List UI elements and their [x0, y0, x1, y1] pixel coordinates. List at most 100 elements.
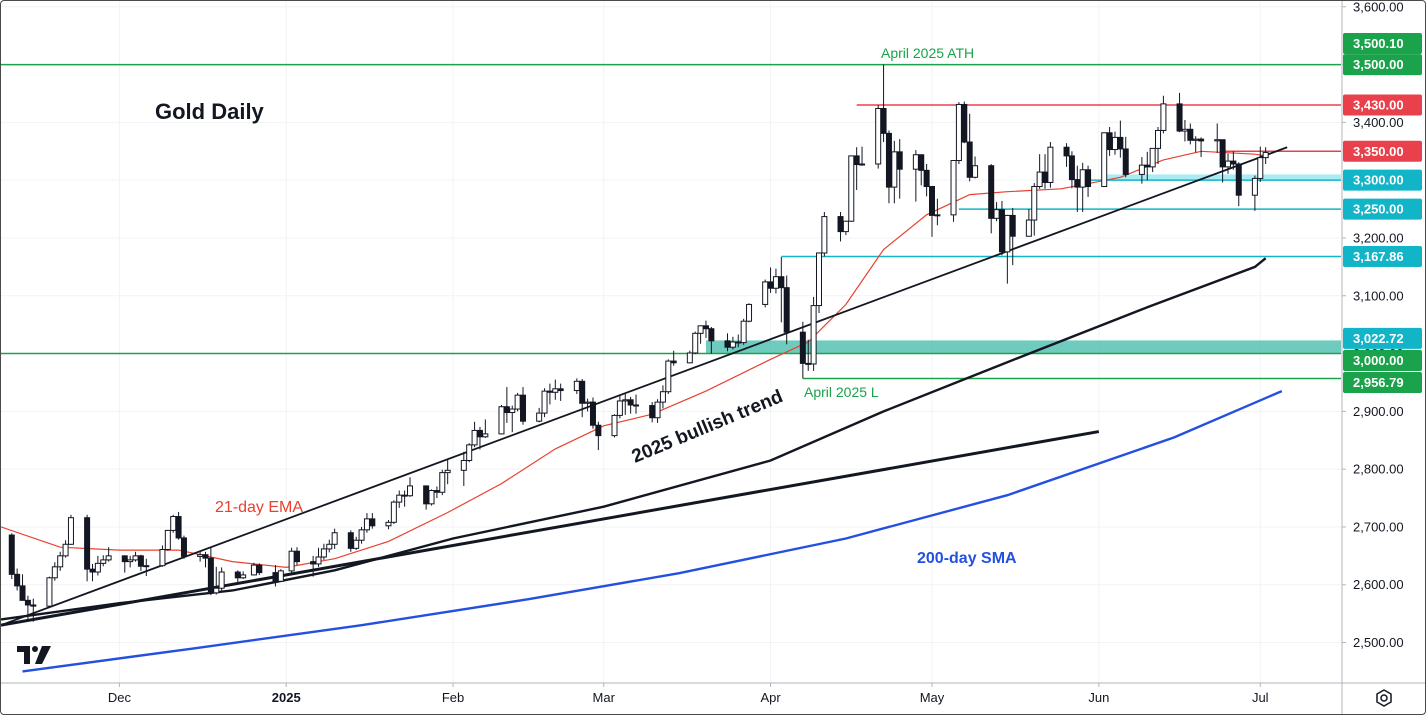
candle-body-up — [875, 108, 882, 165]
candle-body-down — [520, 394, 527, 422]
candle — [654, 399, 661, 423]
candle — [1230, 151, 1237, 170]
candle — [288, 547, 295, 574]
candle-body-up — [1111, 136, 1118, 151]
candle — [536, 407, 543, 423]
candle — [541, 388, 548, 418]
candle — [1262, 147, 1269, 164]
candle — [1004, 214, 1011, 284]
candle — [686, 350, 693, 364]
candle-body-up — [213, 587, 220, 594]
candle — [1047, 142, 1054, 188]
candle-body-down — [234, 571, 241, 579]
price-tag-bg — [1343, 94, 1422, 116]
ath-annotation: April 2025 ATH — [881, 45, 974, 61]
candle-body-up — [498, 406, 505, 435]
candle — [880, 64, 887, 143]
candle — [649, 402, 656, 423]
candle-body-up — [541, 390, 548, 414]
candle-body-up — [842, 220, 849, 233]
candle — [746, 303, 753, 323]
candle — [1181, 120, 1188, 142]
candle-body-down — [708, 328, 715, 342]
candle — [62, 540, 69, 558]
candle — [8, 533, 15, 579]
candle — [842, 220, 849, 236]
candle — [326, 539, 333, 553]
candle — [1068, 151, 1075, 189]
candle-body-up — [584, 401, 591, 404]
price-tick-label: 2,900.00 — [1353, 404, 1404, 419]
candle — [584, 398, 591, 412]
candle-body-up — [358, 529, 365, 541]
candle-body-up — [1251, 177, 1258, 196]
candle-body-up — [972, 165, 979, 178]
price-tags: 3,500.10 3,500.00 3,430.00 3,350.00 3,300.00… — [1343, 33, 1422, 394]
time-axis[interactable]: Dec 2025 Feb Mar Apr May Jun Jul — [108, 683, 1269, 705]
candle-body-up — [859, 163, 866, 166]
candle — [1009, 207, 1016, 266]
candle — [197, 551, 204, 562]
candle-body-down — [503, 406, 510, 414]
candle-body-down — [1230, 160, 1237, 165]
candle — [67, 514, 74, 545]
candle-body-up — [1214, 139, 1221, 142]
price-tick-label: 2,500.00 — [1353, 635, 1404, 650]
candle-body-up — [934, 214, 941, 217]
candle-body-down — [30, 604, 37, 607]
candle-body-up — [1262, 151, 1269, 159]
candle — [1214, 123, 1221, 154]
candle-body-up — [444, 469, 451, 474]
candle — [729, 336, 736, 350]
candle — [514, 392, 521, 412]
price-tag-bg — [1343, 327, 1422, 349]
candle-body-up — [51, 566, 58, 579]
candle — [1111, 131, 1118, 155]
candle — [955, 102, 962, 164]
candle-body-up — [159, 548, 166, 567]
candle-body-up — [170, 516, 177, 531]
candle — [929, 185, 936, 237]
price-tag: 2,956.79 — [1343, 372, 1422, 394]
candle — [132, 551, 139, 562]
candle — [546, 383, 553, 405]
candle — [1031, 183, 1038, 236]
candle-body-up — [848, 155, 855, 222]
candle-body-down — [1187, 128, 1194, 141]
candle-body-down — [988, 165, 995, 219]
settings-gear-icon[interactable] — [1376, 689, 1392, 707]
candle-body-down — [923, 169, 930, 188]
candle — [697, 325, 704, 344]
candle — [256, 563, 263, 575]
time-tick-label: Apr — [760, 690, 781, 705]
price-tag-label: 3,430.00 — [1353, 98, 1404, 113]
candle — [509, 405, 516, 433]
price-tick-label: 3,600.00 — [1353, 1, 1404, 14]
candle-body-up — [46, 577, 53, 607]
candle — [708, 326, 715, 354]
candle — [1101, 132, 1108, 188]
candle — [799, 321, 806, 379]
candle-body-up — [385, 521, 392, 527]
candle — [1122, 136, 1129, 178]
candle-body-down — [1122, 148, 1129, 175]
candle — [950, 160, 957, 222]
candle-body-up — [821, 216, 828, 254]
candle — [702, 320, 709, 338]
price-tag-label: 3,300.00 — [1353, 173, 1404, 188]
candle-body-up — [482, 433, 489, 438]
tradingview-logo[interactable] — [17, 646, 51, 664]
candle — [396, 490, 403, 508]
candle — [616, 395, 623, 419]
candle — [100, 555, 107, 567]
price-tag-label: 3,000.00 — [1353, 353, 1404, 368]
candle-body-up — [1224, 160, 1231, 168]
price-tag-label: 3,350.00 — [1353, 144, 1404, 159]
candle — [988, 163, 995, 234]
candle-body-down — [929, 186, 936, 216]
candle-body-down — [1074, 179, 1081, 188]
price-tag-label: 3,250.00 — [1353, 202, 1404, 217]
price-tag: 3,000.00 — [1343, 350, 1422, 372]
candle — [127, 555, 134, 568]
candle — [331, 528, 338, 549]
